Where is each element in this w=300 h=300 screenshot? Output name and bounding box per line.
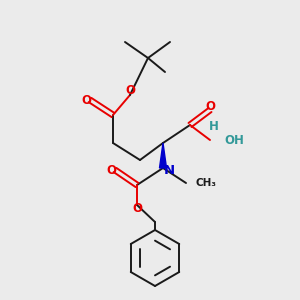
- Text: CH₃: CH₃: [196, 178, 217, 188]
- Text: O: O: [125, 85, 135, 98]
- Text: O: O: [205, 100, 215, 112]
- Text: O: O: [132, 202, 142, 215]
- Polygon shape: [160, 143, 167, 168]
- Text: OH: OH: [224, 134, 244, 146]
- Text: O: O: [106, 164, 116, 176]
- Text: H: H: [209, 119, 219, 133]
- Text: O: O: [81, 94, 91, 106]
- Text: N: N: [164, 164, 175, 176]
